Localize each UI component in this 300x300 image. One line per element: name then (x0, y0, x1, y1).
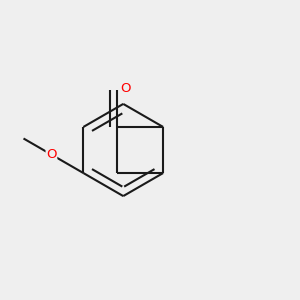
Text: O: O (121, 82, 131, 95)
Text: O: O (46, 148, 57, 161)
